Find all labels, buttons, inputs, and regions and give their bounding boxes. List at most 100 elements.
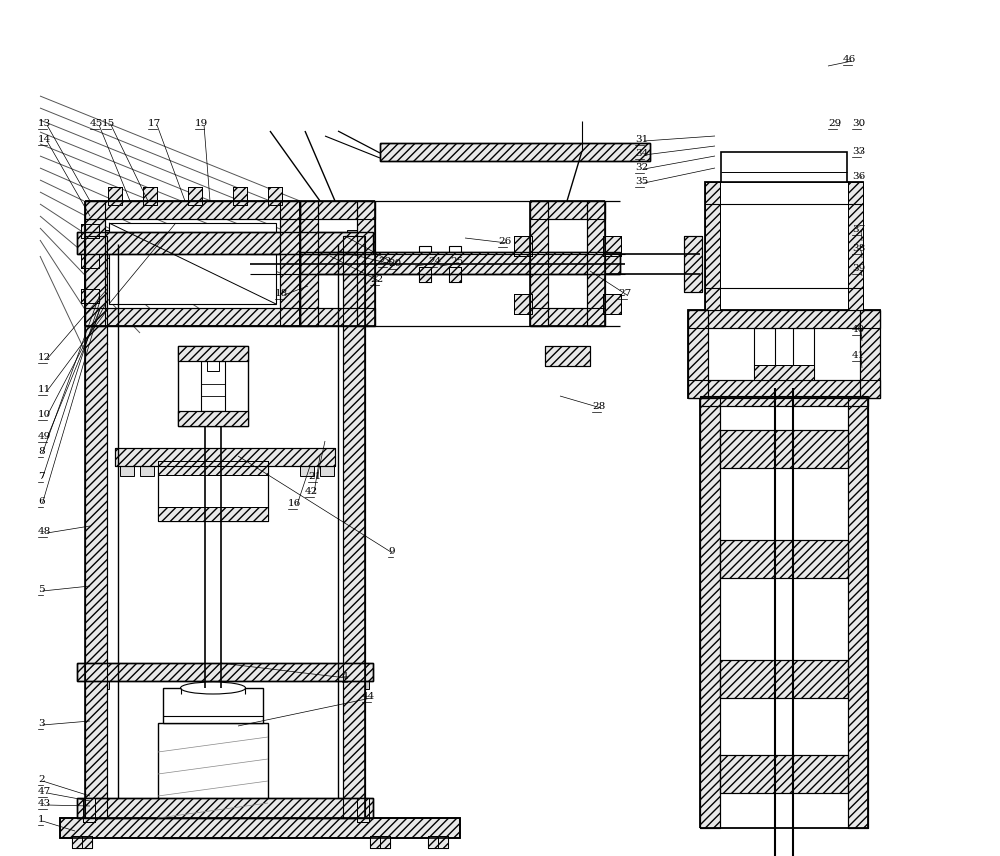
Bar bbox=[700, 398, 720, 828]
Bar bbox=[268, 187, 282, 205]
Text: 3: 3 bbox=[38, 719, 45, 728]
Text: 19: 19 bbox=[195, 119, 208, 128]
Bar bbox=[380, 143, 650, 161]
Bar bbox=[603, 236, 621, 256]
Text: 30: 30 bbox=[852, 119, 865, 128]
Bar bbox=[754, 365, 814, 380]
Text: 34: 34 bbox=[635, 149, 648, 158]
Bar bbox=[178, 411, 248, 426]
Ellipse shape bbox=[180, 682, 246, 694]
Bar bbox=[514, 294, 532, 314]
Bar bbox=[688, 310, 708, 398]
Bar bbox=[449, 267, 461, 282]
Bar bbox=[720, 660, 848, 698]
Bar bbox=[603, 236, 621, 256]
Bar bbox=[700, 398, 720, 828]
Bar bbox=[419, 246, 431, 282]
Bar bbox=[178, 411, 248, 426]
Bar bbox=[530, 201, 605, 219]
Text: 4: 4 bbox=[342, 672, 349, 681]
Bar bbox=[545, 346, 590, 366]
Bar bbox=[280, 201, 300, 326]
Bar bbox=[357, 798, 369, 822]
Bar bbox=[97, 230, 109, 258]
Bar bbox=[720, 430, 848, 468]
Text: 17: 17 bbox=[148, 119, 161, 128]
Text: 49: 49 bbox=[38, 432, 51, 441]
Text: 23: 23 bbox=[378, 257, 391, 266]
Bar bbox=[688, 310, 880, 398]
Bar bbox=[81, 224, 99, 238]
Text: 35: 35 bbox=[635, 177, 648, 186]
Text: 11: 11 bbox=[38, 385, 51, 394]
Bar bbox=[357, 201, 375, 326]
Text: 32: 32 bbox=[635, 163, 648, 172]
Bar bbox=[85, 308, 300, 326]
Bar bbox=[514, 236, 532, 256]
Bar bbox=[848, 398, 868, 828]
Bar bbox=[300, 201, 318, 326]
Bar bbox=[158, 461, 268, 475]
Bar bbox=[530, 201, 548, 326]
Bar bbox=[688, 310, 708, 398]
Bar bbox=[108, 187, 122, 205]
Bar bbox=[343, 236, 365, 818]
Bar bbox=[370, 836, 380, 848]
Bar bbox=[115, 448, 335, 466]
Bar bbox=[233, 187, 247, 205]
Bar bbox=[587, 201, 605, 326]
Bar bbox=[357, 665, 369, 689]
Bar bbox=[705, 182, 720, 310]
Bar bbox=[82, 836, 92, 848]
Bar bbox=[300, 201, 318, 326]
Text: 21: 21 bbox=[308, 472, 321, 481]
Text: 1: 1 bbox=[38, 815, 45, 824]
Text: 26: 26 bbox=[498, 237, 511, 246]
Bar bbox=[860, 310, 880, 398]
Bar bbox=[688, 380, 880, 398]
Text: 14: 14 bbox=[38, 135, 51, 144]
Bar bbox=[83, 798, 95, 822]
Bar bbox=[77, 232, 373, 254]
Bar bbox=[178, 346, 248, 361]
Bar bbox=[109, 223, 276, 304]
Bar bbox=[363, 230, 375, 258]
Bar bbox=[81, 224, 99, 238]
Bar bbox=[115, 448, 335, 466]
Text: 22: 22 bbox=[370, 275, 383, 284]
Text: 20: 20 bbox=[388, 259, 401, 268]
Text: 25: 25 bbox=[450, 257, 463, 266]
Bar bbox=[438, 836, 448, 848]
Bar bbox=[720, 540, 848, 578]
Bar bbox=[83, 798, 95, 822]
Bar bbox=[300, 308, 375, 326]
Bar bbox=[720, 430, 848, 468]
Text: 38: 38 bbox=[852, 244, 865, 253]
Bar bbox=[158, 461, 268, 475]
Bar bbox=[357, 798, 369, 822]
Bar bbox=[545, 346, 590, 366]
Bar bbox=[81, 254, 99, 268]
Bar bbox=[848, 182, 863, 310]
Bar bbox=[188, 187, 202, 205]
Bar bbox=[428, 836, 438, 848]
Bar bbox=[85, 308, 300, 326]
Bar bbox=[419, 267, 431, 282]
Text: 28: 28 bbox=[592, 402, 605, 411]
Bar bbox=[438, 836, 448, 848]
Bar bbox=[370, 836, 380, 848]
Text: 48: 48 bbox=[38, 527, 51, 536]
Bar bbox=[347, 230, 359, 258]
Bar bbox=[77, 232, 373, 254]
Bar bbox=[85, 201, 105, 326]
Bar bbox=[108, 187, 122, 205]
Bar bbox=[300, 252, 620, 274]
Bar bbox=[720, 755, 848, 793]
Bar bbox=[268, 187, 282, 205]
Bar bbox=[684, 236, 702, 292]
Bar bbox=[60, 818, 460, 838]
Text: 37: 37 bbox=[852, 225, 865, 234]
Bar bbox=[428, 836, 438, 848]
Bar bbox=[514, 294, 532, 314]
Bar bbox=[140, 448, 154, 476]
